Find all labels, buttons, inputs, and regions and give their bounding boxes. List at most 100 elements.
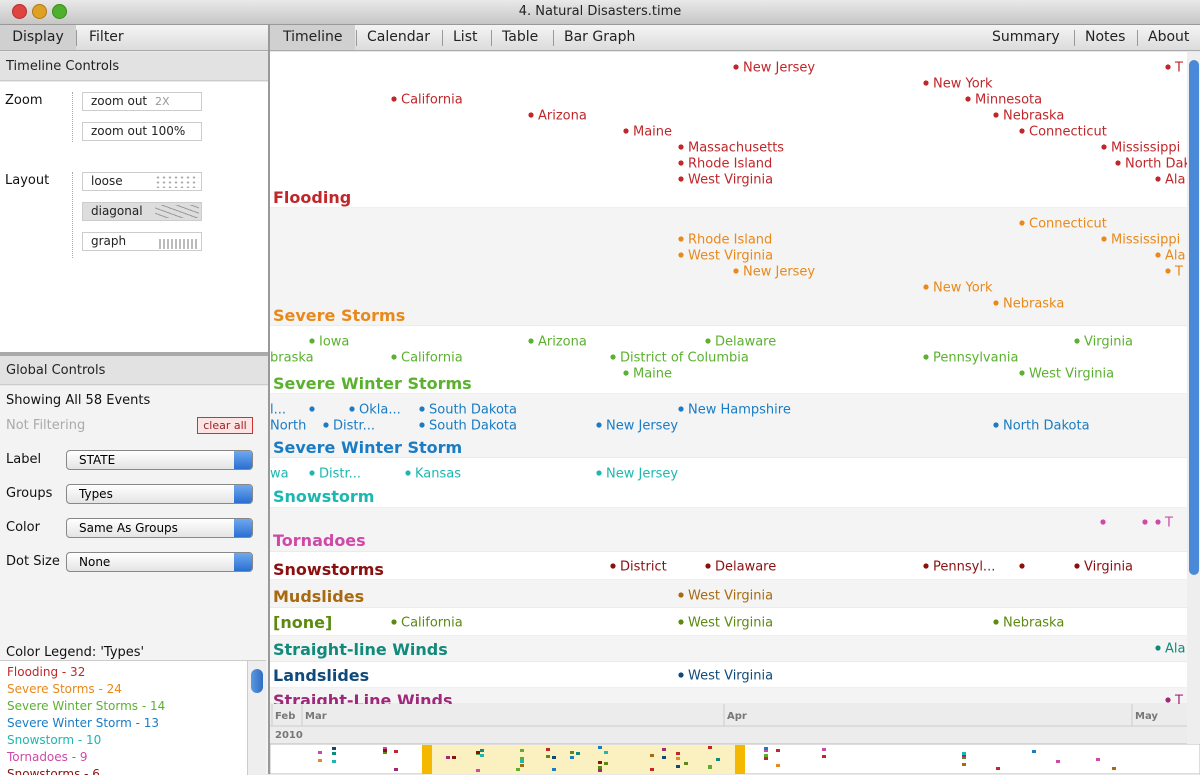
event-label[interactable]: T [1174, 265, 1183, 280]
event-dot[interactable] [1115, 160, 1121, 166]
event-label[interactable]: Nebraska [1003, 109, 1064, 124]
event-label[interactable]: Pennsyl... [933, 560, 995, 575]
event-label[interactable]: South Dakota [429, 403, 517, 418]
overview-handle[interactable] [735, 745, 745, 774]
zoom-out-button[interactable]: zoom out 2X [82, 92, 202, 111]
event-label[interactable]: District [620, 560, 667, 575]
event-dot[interactable] [1155, 645, 1161, 651]
event-label[interactable]: Iowa [319, 335, 349, 350]
event-label[interactable]: Virginia [1084, 560, 1133, 575]
event-dot[interactable] [596, 470, 602, 476]
event-label[interactable]: California [401, 93, 463, 108]
event-dot[interactable] [678, 252, 684, 258]
event-dot[interactable] [528, 112, 534, 118]
event-label[interactable]: New Jersey [606, 467, 678, 482]
event-dot[interactable] [1101, 236, 1107, 242]
event-label[interactable]: T [1174, 61, 1183, 76]
scroll-thumb[interactable] [1189, 60, 1199, 575]
event-label[interactable]: North Dakota [1003, 419, 1090, 434]
event-label[interactable]: wa [270, 467, 289, 482]
minimize-button[interactable] [32, 4, 47, 19]
event-dot[interactable] [528, 338, 534, 344]
event-dot[interactable] [309, 406, 315, 412]
event-dot[interactable] [391, 619, 397, 625]
tab[interactable]: Timeline [283, 29, 343, 45]
event-label[interactable]: California [401, 351, 463, 366]
event-dot[interactable] [993, 300, 999, 306]
clear-all-button[interactable]: clear all [197, 417, 253, 434]
event-dot[interactable] [309, 470, 315, 476]
event-dot[interactable] [678, 144, 684, 150]
event-dot[interactable] [309, 338, 315, 344]
overview-handle[interactable] [422, 745, 432, 774]
tab[interactable]: Table [502, 29, 539, 45]
event-label[interactable]: Connecticut [1029, 125, 1107, 140]
tab[interactable]: About [1148, 29, 1190, 45]
tab[interactable]: List [453, 29, 478, 45]
event-dot[interactable] [993, 112, 999, 118]
event-label[interactable]: New York [933, 281, 993, 296]
event-dot[interactable] [623, 128, 629, 134]
event-dot[interactable] [678, 619, 684, 625]
event-dot[interactable] [678, 236, 684, 242]
event-dot[interactable] [623, 370, 629, 376]
event-label[interactable]: Rhode Island [688, 233, 772, 248]
event-label[interactable]: Ala [1165, 249, 1185, 264]
event-label[interactable]: Minnesota [975, 93, 1042, 108]
event-dot[interactable] [923, 563, 929, 569]
event-label[interactable]: Okla... [359, 403, 401, 418]
event-label[interactable]: Massachusetts [688, 141, 784, 156]
event-dot[interactable] [678, 406, 684, 412]
event-dot[interactable] [1155, 252, 1161, 258]
event-label[interactable]: District of Columbia [620, 351, 749, 366]
event-label[interactable]: Kansas [415, 467, 461, 482]
event-dot[interactable] [923, 284, 929, 290]
event-dot[interactable] [391, 354, 397, 360]
event-dot[interactable] [419, 406, 425, 412]
event-label[interactable]: Virginia [1084, 335, 1133, 350]
event-label[interactable]: North [270, 419, 306, 434]
event-label[interactable]: l... [270, 403, 286, 418]
event-label[interactable]: New York [933, 77, 993, 92]
tab[interactable]: Summary [992, 29, 1060, 45]
event-dot[interactable] [923, 354, 929, 360]
event-label[interactable]: Ala [1165, 642, 1185, 657]
event-label[interactable]: T [1174, 694, 1183, 709]
event-dot[interactable] [733, 64, 739, 70]
event-label[interactable]: Arizona [538, 335, 587, 350]
scrollbar[interactable] [247, 661, 266, 775]
event-dot[interactable] [993, 619, 999, 625]
event-dot[interactable] [678, 592, 684, 598]
tab[interactable]: Notes [1085, 29, 1126, 45]
event-label[interactable]: New Jersey [606, 419, 678, 434]
event-label[interactable]: Nebraska [1003, 616, 1064, 631]
dropdown[interactable]: STATE [66, 450, 253, 470]
event-label[interactable]: Connecticut [1029, 217, 1107, 232]
event-dot[interactable] [323, 422, 329, 428]
event-label[interactable]: Ala [1165, 173, 1185, 188]
event-label[interactable]: New Jersey [743, 265, 815, 280]
event-dot[interactable] [705, 338, 711, 344]
event-label[interactable]: Distr... [333, 419, 375, 434]
event-dot[interactable] [610, 563, 616, 569]
event-dot[interactable] [1165, 268, 1171, 274]
event-label[interactable]: Arizona [538, 109, 587, 124]
event-dot[interactable] [1155, 176, 1161, 182]
event-dot[interactable] [1019, 220, 1025, 226]
zoom-button[interactable] [52, 4, 67, 19]
close-button[interactable] [12, 4, 27, 19]
dropdown[interactable]: Types [66, 484, 253, 504]
event-dot[interactable] [349, 406, 355, 412]
event-label[interactable]: North Dak [1125, 157, 1191, 172]
event-label[interactable]: New Hampshire [688, 403, 791, 418]
overview-window[interactable] [422, 745, 745, 774]
event-dot[interactable] [965, 96, 971, 102]
dropdown[interactable]: None [66, 552, 253, 572]
tab[interactable]: Bar Graph [564, 29, 636, 45]
event-dot[interactable] [1019, 370, 1025, 376]
event-dot[interactable] [678, 160, 684, 166]
event-dot[interactable] [678, 176, 684, 182]
event-dot[interactable] [1101, 144, 1107, 150]
event-label[interactable]: Pennsylvania [933, 351, 1018, 366]
event-dot[interactable] [610, 354, 616, 360]
